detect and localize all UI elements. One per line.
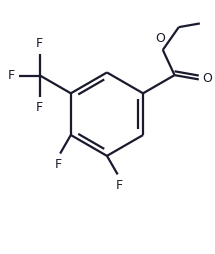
Text: F: F [36, 101, 43, 114]
Text: F: F [116, 179, 123, 192]
Text: F: F [36, 37, 43, 51]
Text: O: O [203, 72, 212, 85]
Text: F: F [8, 69, 15, 82]
Text: F: F [54, 158, 61, 171]
Text: O: O [156, 32, 166, 45]
